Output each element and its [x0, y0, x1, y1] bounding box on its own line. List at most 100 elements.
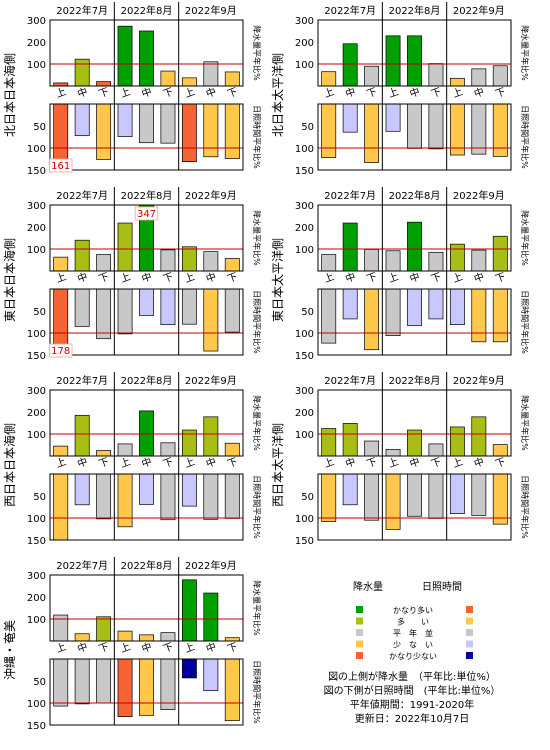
precip-tick-label: 200: [27, 408, 46, 419]
precip-plot-frame: [49, 574, 244, 642]
dekad-label: 下: [98, 272, 111, 286]
month-label: 2022年7月: [56, 559, 108, 572]
month-label: 2022年8月: [121, 374, 173, 387]
sunshine-bar: [139, 658, 154, 716]
dekad-label: 上: [54, 271, 68, 286]
dekad-label: 上: [183, 86, 197, 101]
precip-bar: [117, 630, 133, 642]
dekad-label: 中: [343, 270, 357, 286]
precip-plot-frame: [49, 19, 244, 87]
sunshine-bar: [96, 473, 112, 520]
precip-bar: [96, 616, 112, 642]
sunshine-bar: [492, 473, 508, 525]
sunshine-tick-label: 50: [33, 677, 46, 688]
precip-bar: [203, 251, 219, 272]
sunshine-bar: [117, 103, 133, 137]
month-label: 2022年9月: [453, 189, 505, 202]
sunshine-axis-label: 日照時間平年比%: [252, 660, 262, 724]
precip-tick-label: 200: [295, 408, 314, 419]
dekad-label: 上: [119, 456, 133, 471]
dekad-label: 上: [183, 271, 197, 286]
precip-bar: [492, 235, 508, 272]
precip-bar: [321, 71, 337, 87]
dekad-label: 下: [162, 87, 175, 101]
sunshine-bar: [342, 473, 358, 506]
sunshine-bar: [407, 103, 422, 149]
sunshine-bar: [96, 288, 112, 340]
dekad-label: 中: [472, 85, 486, 101]
sunshine-axis-label: 日照時間平年比%: [252, 105, 262, 169]
month-label: 2022年8月: [389, 189, 441, 202]
sunshine-tick-label: 100: [295, 329, 314, 340]
region-label: 北日本日本海側: [2, 53, 17, 137]
sunshine-tick-label: 50: [301, 307, 314, 318]
dekad-label: 下: [366, 87, 379, 101]
precip-axis-label: 降水量平年比%: [520, 210, 530, 266]
precip-bar: [74, 414, 90, 457]
sunshine-tick-label: 100: [27, 699, 46, 710]
sunshine-bar: [139, 103, 154, 144]
dekad-label: 上: [119, 86, 133, 101]
sunshine-axis-label: 日照時間平年比%: [520, 290, 530, 354]
dekad-label: 中: [75, 85, 89, 101]
sunshine-bar: [428, 288, 444, 320]
sunshine-bar: [471, 103, 487, 155]
precip-bar: [471, 68, 487, 87]
sunshine-bar: [449, 473, 465, 514]
precip-bar: [449, 77, 465, 87]
month-label: 2022年9月: [185, 374, 237, 387]
dekad-label: 下: [494, 87, 507, 101]
precip-axis-label: 降水量平年比%: [252, 25, 262, 81]
overflow-value-box: [134, 206, 159, 221]
precip-bar: [117, 222, 133, 272]
dekad-label: 中: [408, 270, 422, 286]
sunshine-bar: [224, 103, 240, 159]
dekad-label: 中: [204, 85, 218, 101]
sunshine-bar: [385, 288, 401, 336]
precip-bar: [160, 249, 176, 272]
sunshine-tick-label: 50: [33, 492, 46, 503]
sunshine-bar: [203, 103, 219, 158]
region-label: 東日本日本海側: [2, 238, 17, 322]
sunshine-axis-label: 日照時間平年比%: [520, 475, 530, 539]
precip-bar: [385, 35, 401, 87]
precip-bar: [203, 592, 219, 642]
sunshine-plot-frame: [49, 658, 244, 726]
precip-axis-label: 降水量平年比%: [520, 395, 530, 451]
sunshine-plot-frame: [49, 103, 244, 171]
sunshine-bar: [74, 658, 90, 705]
sunshine-bar: [53, 473, 69, 541]
note-sunshine: 図の下側が日照時間 (平年比:単位%）: [324, 684, 501, 697]
sunshine-bar: [492, 288, 508, 343]
sunshine-bar: [224, 288, 240, 333]
dekad-label: 上: [54, 86, 68, 101]
sunshine-tick-label: 150: [27, 351, 46, 362]
dekad-label: 上: [119, 271, 133, 286]
legend-level-label: かなり少ない: [389, 652, 437, 661]
region-label: 北日本太平洋側: [270, 53, 285, 137]
precip-bar: [449, 426, 465, 457]
sunshine-bar: [181, 103, 197, 162]
sunshine-tick-label: 150: [27, 536, 46, 547]
sunshine-bar: [385, 103, 401, 132]
legend-sun-swatch: [466, 606, 473, 613]
precip-bar: [342, 222, 358, 272]
precip-bar: [74, 633, 90, 642]
precip-bar: [117, 443, 133, 457]
month-label: 2022年7月: [324, 4, 376, 17]
sunshine-bar: [139, 288, 154, 316]
note-precip: 図の上側が降水量 （平年比:単位%）: [328, 670, 496, 683]
precip-bar: [224, 258, 240, 272]
legend-level-label: かなり多い: [393, 605, 433, 615]
precip-bar: [96, 254, 112, 272]
dekad-label: 中: [408, 85, 422, 101]
precip-tick-label: 100: [27, 430, 46, 441]
dekad-label: 上: [387, 271, 401, 286]
dekad-label: 下: [494, 457, 507, 471]
dekad-label: 上: [119, 641, 133, 656]
precip-bar: [139, 410, 154, 457]
precip-bar: [364, 440, 380, 457]
precip-plot-frame: [317, 19, 512, 87]
precip-bar: [203, 61, 219, 87]
